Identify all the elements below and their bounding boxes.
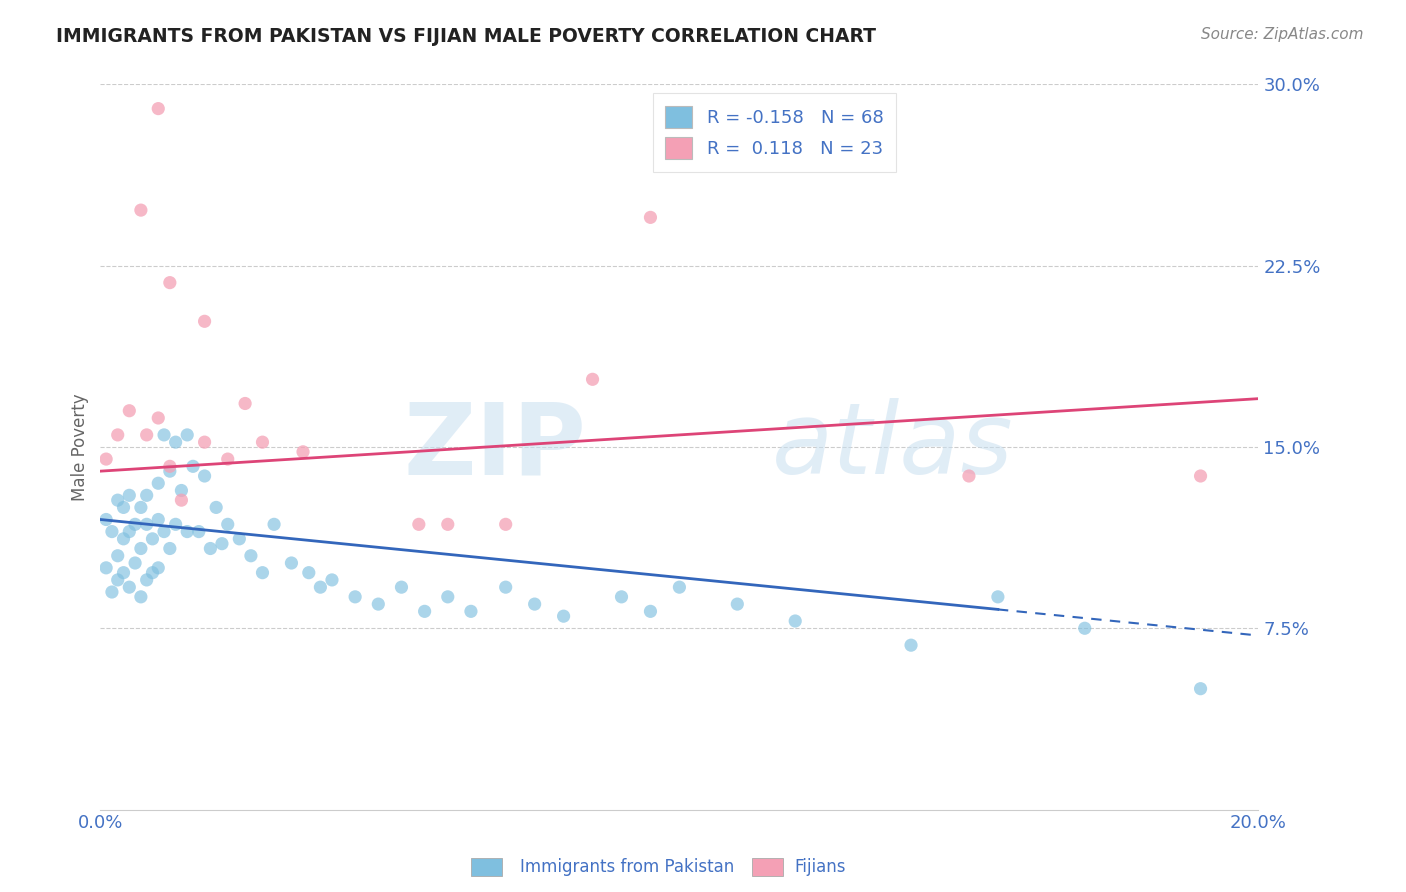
Point: [148, 476, 170, 491]
Legend: R = -0.158   N = 68, R =  0.118   N = 23: R = -0.158 N = 68, R = 0.118 N = 23: [652, 94, 896, 172]
Point: [112, 500, 135, 515]
Point: [94, 512, 117, 526]
Point: [957, 469, 980, 483]
Point: [159, 276, 181, 290]
Point: [1074, 621, 1097, 635]
Text: ZIP: ZIP: [404, 399, 586, 495]
Point: [118, 403, 141, 417]
Point: [495, 580, 517, 594]
Point: [159, 459, 181, 474]
Point: [725, 597, 748, 611]
Point: [129, 590, 152, 604]
Point: [1189, 681, 1212, 696]
Point: [194, 314, 217, 328]
Point: [176, 428, 198, 442]
Y-axis label: Male Poverty: Male Poverty: [72, 393, 89, 500]
Point: [118, 580, 141, 594]
Point: [987, 590, 1010, 604]
Point: [581, 372, 603, 386]
Point: [107, 549, 129, 563]
Point: [200, 541, 222, 556]
Point: [495, 517, 517, 532]
Point: [112, 566, 135, 580]
Point: [280, 556, 302, 570]
Point: [112, 532, 135, 546]
Point: [436, 517, 458, 532]
Text: Fijians: Fijians: [794, 858, 846, 876]
Point: [194, 469, 217, 483]
Point: [107, 573, 129, 587]
Point: [1189, 469, 1212, 483]
Point: [252, 435, 274, 450]
Point: [101, 585, 124, 599]
Point: [668, 580, 690, 594]
Point: [135, 573, 157, 587]
Point: [640, 604, 662, 618]
Point: [610, 590, 633, 604]
Point: [298, 566, 321, 580]
Point: [118, 524, 141, 539]
Point: [228, 532, 250, 546]
Point: [141, 532, 163, 546]
Point: [263, 517, 285, 532]
Point: [205, 500, 228, 515]
Text: atlas: atlas: [772, 399, 1014, 495]
Point: [292, 445, 315, 459]
Point: [309, 580, 332, 594]
Point: [436, 590, 458, 604]
Point: [124, 517, 146, 532]
Point: [107, 428, 129, 442]
Point: [900, 638, 922, 652]
Point: [187, 524, 209, 539]
Point: [107, 493, 129, 508]
Point: [553, 609, 575, 624]
Point: [391, 580, 413, 594]
Point: [170, 493, 193, 508]
Point: [94, 452, 117, 467]
Point: [176, 524, 198, 539]
Point: [460, 604, 482, 618]
Point: [640, 211, 662, 225]
Point: [148, 102, 170, 116]
Point: [148, 411, 170, 425]
Point: [135, 517, 157, 532]
Point: [523, 597, 546, 611]
Point: [124, 556, 146, 570]
Point: [159, 541, 181, 556]
Point: [217, 452, 239, 467]
Point: [413, 604, 436, 618]
Text: IMMIGRANTS FROM PAKISTAN VS FIJIAN MALE POVERTY CORRELATION CHART: IMMIGRANTS FROM PAKISTAN VS FIJIAN MALE …: [56, 27, 876, 45]
Point: [153, 428, 176, 442]
Text: Source: ZipAtlas.com: Source: ZipAtlas.com: [1201, 27, 1364, 42]
Point: [408, 517, 430, 532]
Point: [165, 435, 187, 450]
Point: [194, 435, 217, 450]
Point: [135, 488, 157, 502]
Point: [129, 203, 152, 218]
Point: [211, 536, 233, 550]
Point: [94, 561, 117, 575]
Point: [367, 597, 389, 611]
Point: [344, 590, 367, 604]
Text: Immigrants from Pakistan: Immigrants from Pakistan: [520, 858, 734, 876]
Point: [135, 428, 157, 442]
Point: [129, 541, 152, 556]
Point: [785, 614, 807, 628]
Point: [153, 524, 176, 539]
Point: [101, 524, 124, 539]
Point: [148, 512, 170, 526]
Point: [233, 396, 256, 410]
Point: [148, 561, 170, 575]
Point: [159, 464, 181, 478]
Point: [165, 517, 187, 532]
Point: [129, 500, 152, 515]
Point: [321, 573, 343, 587]
Point: [239, 549, 262, 563]
Point: [217, 517, 239, 532]
Point: [252, 566, 274, 580]
Point: [181, 459, 204, 474]
Point: [141, 566, 163, 580]
Point: [118, 488, 141, 502]
Point: [170, 483, 193, 498]
